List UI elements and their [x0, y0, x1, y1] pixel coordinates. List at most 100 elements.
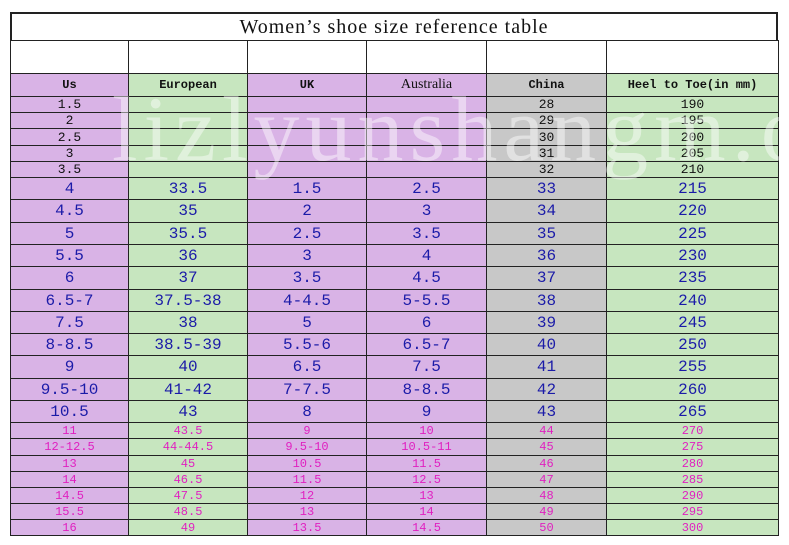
table-cell: 6.5-7: [10, 289, 129, 312]
table-cell: 11.5: [366, 455, 487, 472]
table-cell: 34: [486, 199, 607, 223]
table-cell: 3: [247, 244, 367, 267]
table-cell: 7.5: [366, 355, 487, 379]
column-header: Us: [10, 73, 129, 97]
table-cell: 4-4.5: [247, 289, 367, 312]
table-cell: [128, 96, 248, 113]
table-cell: 12.5: [366, 471, 487, 488]
table-cell: 37: [486, 266, 607, 290]
table-cell: 42: [486, 378, 607, 401]
table-cell: 44-44.5: [128, 438, 248, 456]
table-cell: 47.5: [128, 487, 248, 504]
table-cell: 7.5: [10, 311, 129, 334]
table-cell: 255: [606, 355, 779, 379]
table-cell: 46.5: [128, 471, 248, 488]
table-cell: [128, 112, 248, 129]
table-cell: [247, 128, 367, 146]
table-cell: 38: [128, 311, 248, 334]
table-cell: 12-12.5: [10, 438, 129, 456]
table-cell: 40: [128, 355, 248, 379]
table-cell: 3: [10, 145, 129, 162]
table-cell: 4.5: [366, 266, 487, 290]
table-cell: 15.5: [10, 503, 129, 520]
table-cell: [247, 112, 367, 129]
table-cell: 225: [606, 222, 779, 245]
table-cell: 9.5-10: [10, 378, 129, 401]
table-cell: 2.5: [10, 128, 129, 146]
table-cell: 46: [486, 455, 607, 472]
table-cell: 1.5: [10, 96, 129, 113]
table-cell: 50: [486, 519, 607, 536]
table-cell: 8-8.5: [366, 378, 487, 401]
table-cell: 5.5: [10, 244, 129, 267]
table-cell: 190: [606, 96, 779, 113]
table-cell: [366, 161, 487, 178]
table-cell: [247, 145, 367, 162]
table-cell: 45: [486, 438, 607, 456]
table-cell: 10.5: [247, 455, 367, 472]
table-cell: 7-7.5: [247, 378, 367, 401]
table-cell: 4.5: [10, 199, 129, 223]
table-cell: 280: [606, 455, 779, 472]
table-cell: 9: [366, 400, 487, 423]
table-cell: [366, 128, 487, 146]
column-header: Australia: [366, 73, 487, 97]
table-cell: 1.5: [247, 177, 367, 200]
table-cell: 49: [486, 503, 607, 520]
table-cell: 45: [128, 455, 248, 472]
table-cell: 205: [606, 145, 779, 162]
blank-cell: [128, 40, 248, 74]
table-cell: 14: [10, 471, 129, 488]
table-cell: 30: [486, 128, 607, 146]
table-cell: 36: [128, 244, 248, 267]
table-cell: 14: [366, 503, 487, 520]
table-cell: 13.5: [247, 519, 367, 536]
table-cell: 9: [247, 422, 367, 439]
table-cell: 3.5: [10, 161, 129, 178]
table-cell: 235: [606, 266, 779, 290]
table-cell: [366, 145, 487, 162]
table-cell: 16: [10, 519, 129, 536]
table-cell: 47: [486, 471, 607, 488]
table-cell: 9: [10, 355, 129, 379]
table-cell: [128, 161, 248, 178]
table-cell: 4: [366, 244, 487, 267]
column-header: China: [486, 73, 607, 97]
table-cell: [128, 128, 248, 146]
table-cell: 38: [486, 289, 607, 312]
table-cell: 13: [366, 487, 487, 504]
table-cell: 4: [10, 177, 129, 200]
table-cell: 11.5: [247, 471, 367, 488]
table-cell: 245: [606, 311, 779, 334]
column-header: Heel to Toe(in mm): [606, 73, 779, 97]
table-cell: [247, 161, 367, 178]
table-cell: 3: [366, 199, 487, 223]
table-cell: 6: [366, 311, 487, 334]
table-cell: 2: [10, 112, 129, 129]
table-cell: 35: [486, 222, 607, 245]
table-cell: 35: [128, 199, 248, 223]
table-cell: 195: [606, 112, 779, 129]
table-cell: 10: [366, 422, 487, 439]
blank-cell: [247, 40, 367, 74]
table-title: Women’s shoe size reference table: [10, 12, 778, 41]
table-cell: 10.5-11: [366, 438, 487, 456]
table-cell: 210: [606, 161, 779, 178]
table-cell: 31: [486, 145, 607, 162]
table-cell: [366, 96, 487, 113]
blank-cell: [486, 40, 607, 74]
table-cell: 290: [606, 487, 779, 504]
table-cell: 13: [10, 455, 129, 472]
table-cell: 6.5-7: [366, 333, 487, 356]
table-cell: 14.5: [10, 487, 129, 504]
table-cell: 35.5: [128, 222, 248, 245]
table-cell: 33.5: [128, 177, 248, 200]
table-cell: 39: [486, 311, 607, 334]
table-cell: 38.5-39: [128, 333, 248, 356]
table-cell: 43: [128, 400, 248, 423]
table-cell: 40: [486, 333, 607, 356]
table-cell: 11: [10, 422, 129, 439]
blank-cell: [366, 40, 487, 74]
table-cell: 2.5: [366, 177, 487, 200]
